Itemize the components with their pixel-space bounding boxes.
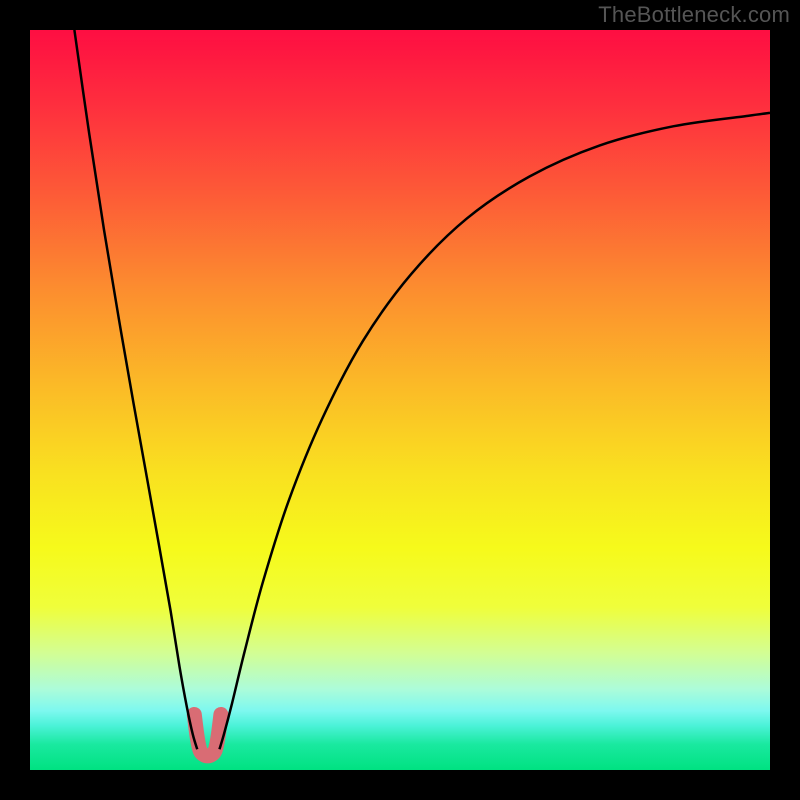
watermark-text: TheBottleneck.com <box>598 2 790 28</box>
chart-container: { "meta": { "watermark_text": "TheBottle… <box>0 0 800 800</box>
plot-background <box>30 30 770 770</box>
bottleneck-curve-chart <box>0 0 800 800</box>
